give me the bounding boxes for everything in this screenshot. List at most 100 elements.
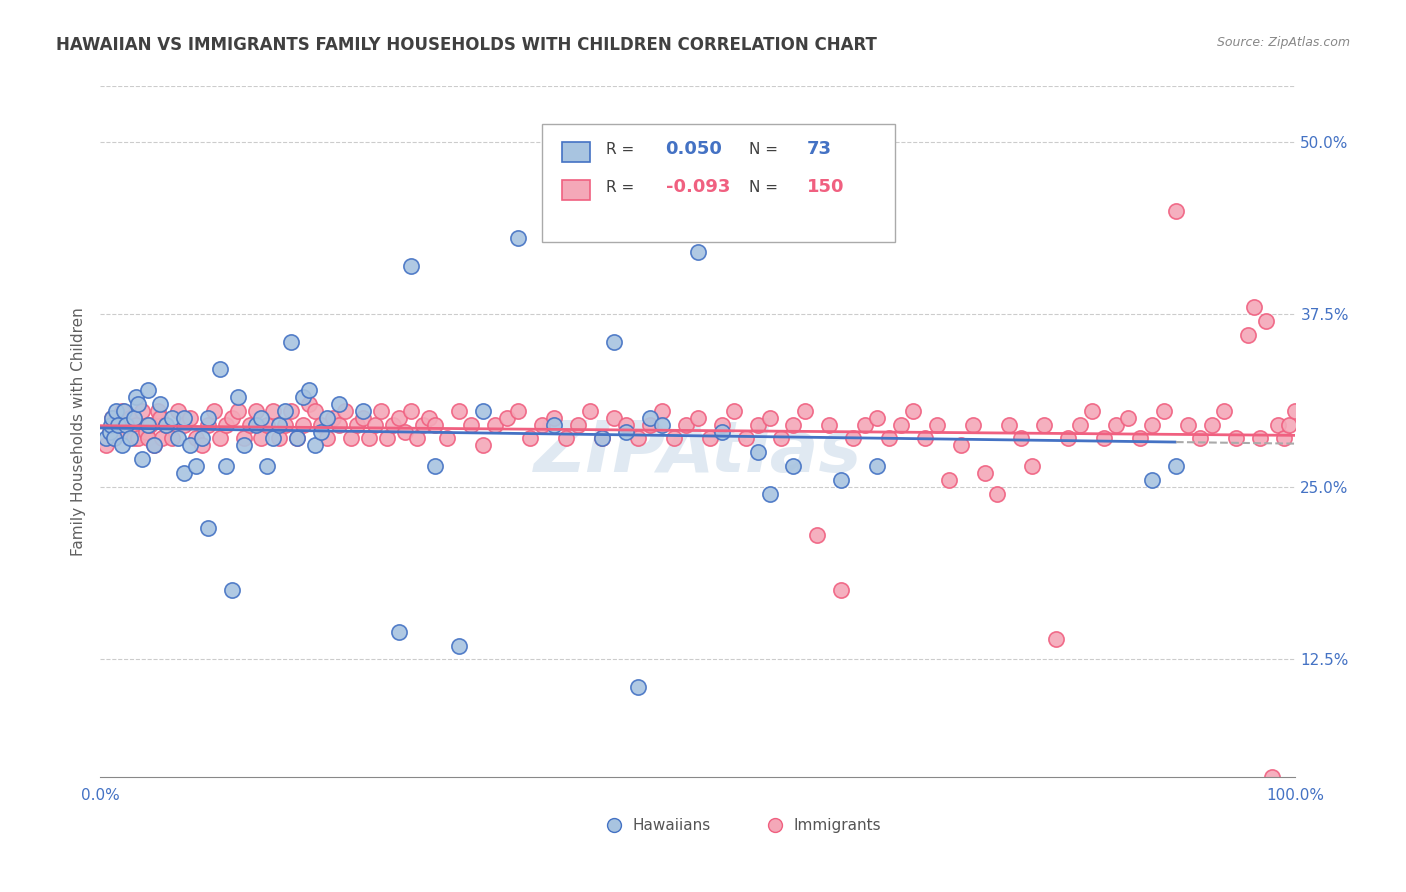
Point bbox=[190, 432, 212, 446]
Point bbox=[103, 432, 125, 446]
Point bbox=[1140, 473, 1163, 487]
Point bbox=[285, 432, 308, 446]
Point bbox=[298, 397, 321, 411]
Point bbox=[973, 466, 995, 480]
Point bbox=[262, 404, 284, 418]
Point bbox=[150, 432, 173, 446]
Point bbox=[370, 404, 392, 418]
Point bbox=[139, 417, 162, 432]
FancyBboxPatch shape bbox=[561, 179, 591, 201]
Point bbox=[292, 417, 315, 432]
Point bbox=[160, 432, 183, 446]
Point bbox=[1021, 459, 1043, 474]
Point bbox=[112, 417, 135, 432]
Point bbox=[1140, 417, 1163, 432]
Point bbox=[423, 417, 446, 432]
Point bbox=[638, 410, 661, 425]
Point bbox=[866, 459, 889, 474]
Point bbox=[686, 245, 709, 260]
Point bbox=[399, 404, 422, 418]
Point bbox=[208, 362, 231, 376]
Text: -0.093: -0.093 bbox=[665, 178, 730, 196]
Point bbox=[101, 410, 124, 425]
Point bbox=[914, 432, 936, 446]
Point bbox=[226, 390, 249, 404]
Point bbox=[256, 459, 278, 474]
Point bbox=[250, 410, 273, 425]
Y-axis label: Family Households with Children: Family Households with Children bbox=[72, 307, 86, 556]
Point bbox=[1243, 301, 1265, 315]
Point bbox=[328, 397, 350, 411]
Point bbox=[155, 417, 177, 432]
Point bbox=[1164, 459, 1187, 474]
Point bbox=[316, 410, 339, 425]
Point bbox=[107, 417, 129, 432]
Point bbox=[853, 417, 876, 432]
Point bbox=[166, 432, 188, 446]
Point bbox=[364, 417, 387, 432]
Point bbox=[131, 404, 153, 418]
Point bbox=[758, 410, 780, 425]
Point bbox=[1116, 410, 1139, 425]
Text: N =: N = bbox=[749, 142, 783, 157]
Point bbox=[226, 404, 249, 418]
Point bbox=[149, 397, 172, 411]
Point bbox=[1092, 432, 1115, 446]
Point bbox=[388, 624, 411, 639]
Point bbox=[122, 410, 145, 425]
Point bbox=[591, 432, 613, 446]
Point bbox=[531, 417, 554, 432]
Point bbox=[579, 404, 602, 418]
Point bbox=[460, 417, 482, 432]
Point bbox=[142, 438, 165, 452]
Point bbox=[747, 417, 769, 432]
Point bbox=[232, 432, 254, 446]
Point bbox=[938, 473, 960, 487]
Point bbox=[382, 417, 405, 432]
Point bbox=[484, 417, 506, 432]
Point bbox=[925, 417, 948, 432]
Point bbox=[447, 639, 470, 653]
Point bbox=[274, 404, 297, 418]
Point bbox=[98, 425, 121, 439]
Point bbox=[125, 417, 148, 432]
Text: Source: ZipAtlas.com: Source: ZipAtlas.com bbox=[1216, 36, 1350, 49]
Text: R =: R = bbox=[606, 142, 638, 157]
Point bbox=[250, 432, 273, 446]
Point bbox=[122, 432, 145, 446]
Point bbox=[555, 432, 578, 446]
Point bbox=[238, 417, 260, 432]
Point bbox=[111, 438, 134, 452]
Point bbox=[309, 417, 332, 432]
Point bbox=[394, 425, 416, 439]
Point bbox=[1033, 417, 1056, 432]
Point bbox=[986, 487, 1008, 501]
Point bbox=[710, 425, 733, 439]
Point bbox=[1010, 432, 1032, 446]
Point bbox=[447, 404, 470, 418]
Point bbox=[166, 404, 188, 418]
Point bbox=[699, 432, 721, 446]
Point bbox=[651, 417, 673, 432]
Text: HAWAIIAN VS IMMIGRANTS FAMILY HOUSEHOLDS WITH CHILDREN CORRELATION CHART: HAWAIIAN VS IMMIGRANTS FAMILY HOUSEHOLDS… bbox=[56, 36, 877, 54]
Point bbox=[100, 417, 122, 432]
Point bbox=[423, 459, 446, 474]
Text: 150: 150 bbox=[807, 178, 844, 196]
Point bbox=[155, 417, 177, 432]
Point bbox=[111, 404, 134, 418]
Point bbox=[94, 432, 117, 446]
Point bbox=[1249, 432, 1271, 446]
Point bbox=[221, 410, 243, 425]
Point bbox=[98, 425, 121, 439]
Point bbox=[197, 521, 219, 535]
Point bbox=[232, 438, 254, 452]
Point bbox=[179, 438, 201, 452]
Point bbox=[638, 417, 661, 432]
Text: Hawaiians: Hawaiians bbox=[633, 818, 710, 832]
Point bbox=[292, 390, 315, 404]
Point bbox=[519, 432, 541, 446]
Point bbox=[352, 410, 374, 425]
Point bbox=[1081, 404, 1104, 418]
Point bbox=[1188, 432, 1211, 446]
Point bbox=[179, 410, 201, 425]
